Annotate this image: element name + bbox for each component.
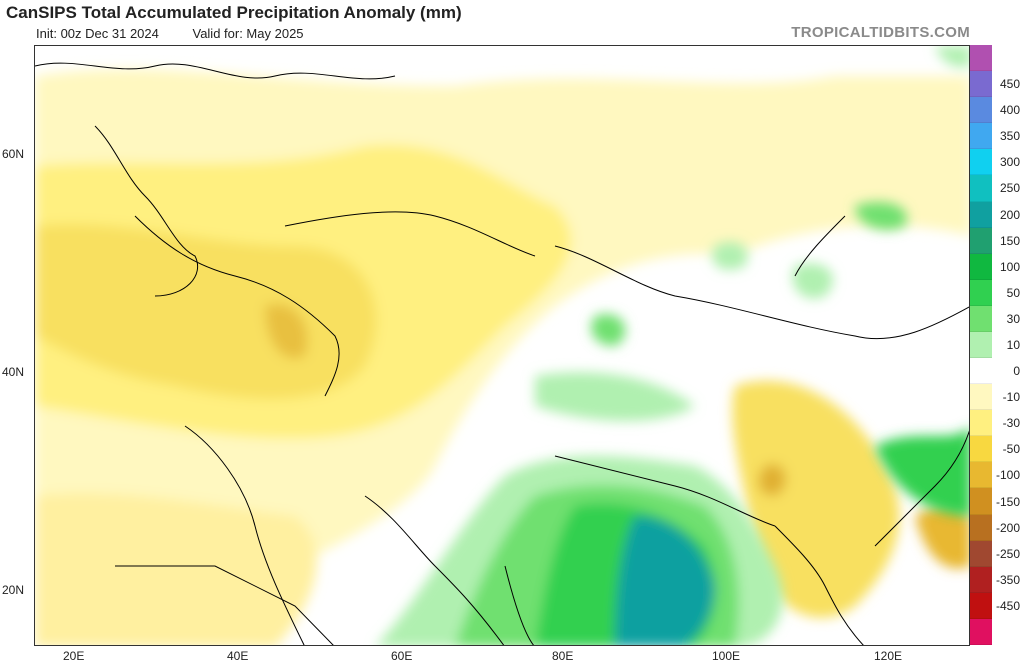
colorbar-swatch — [970, 123, 992, 150]
colorbar-swatch — [970, 175, 992, 202]
lat-label-40n: 40N — [2, 365, 25, 379]
colorbar-swatch — [970, 618, 992, 645]
colorbar-label: 10 — [1006, 338, 1020, 352]
map-subtitle: Init: 00z Dec 31 2024 Valid for: May 202… — [36, 26, 304, 41]
colorbar-swatch — [970, 71, 992, 98]
colorbar-swatch — [970, 253, 992, 280]
colorbar-label: -250 — [995, 546, 1020, 561]
colorbar-label: 30 — [1006, 311, 1020, 326]
colorbar-swatch — [970, 279, 992, 306]
colorbar-swatch — [970, 45, 992, 72]
colorbar-swatch — [970, 149, 992, 176]
colorbar-swatch — [970, 436, 992, 463]
lat-label-60n: 60N — [2, 147, 25, 161]
colorbar-swatch — [970, 566, 992, 593]
lon-label-40e: 40E — [227, 649, 249, 663]
colorbar-label: 450 — [999, 77, 1020, 92]
init-time: Init: 00z Dec 31 2024 — [36, 26, 159, 41]
valid-time: Valid for: May 2025 — [192, 26, 304, 41]
map-canvas — [35, 46, 969, 645]
colorbar-swatch — [970, 97, 992, 124]
colorbar-swatch — [970, 358, 992, 385]
colorbar-label: 0 — [1013, 364, 1020, 379]
colorbar-swatch — [970, 227, 992, 254]
colorbar-label: 400 — [999, 103, 1020, 118]
lon-label-20e: 20E — [63, 649, 85, 663]
colorbar-label: -30 — [1002, 416, 1020, 431]
colorbar-label: 300 — [999, 155, 1020, 170]
colorbar-swatch — [970, 540, 992, 567]
colorbar-label: 150 — [999, 233, 1020, 248]
colorbar-label: -150 — [995, 494, 1020, 509]
lon-label-60e: 60E — [391, 649, 413, 663]
colorbar-label: 50 — [1006, 285, 1020, 300]
map-title: CanSIPS Total Accumulated Precipitation … — [6, 3, 462, 22]
colorbar-swatch — [970, 305, 992, 332]
colorbar-label: -10 — [1002, 390, 1020, 405]
colorbar-label: -100 — [995, 468, 1020, 483]
colorbar-label: -450 — [995, 598, 1020, 613]
colorbar-label: 100 — [999, 259, 1020, 274]
colorbar-swatch — [970, 514, 992, 541]
colorbar-swatch — [970, 201, 992, 228]
lat-label-20n: 20N — [2, 583, 25, 597]
colorbar-swatch — [970, 462, 992, 489]
colorbar-label: -50 — [1002, 442, 1020, 457]
colorbar-label: -200 — [995, 520, 1020, 535]
colorbar-label: 350 — [999, 129, 1020, 144]
precipitation-anomaly-map — [34, 45, 970, 646]
colorbar-label: 200 — [999, 207, 1020, 222]
brand-watermark: TROPICALTIDBITS.COM — [791, 24, 970, 41]
colorbar-label: 250 — [999, 181, 1020, 196]
colorbar-swatch — [970, 331, 992, 359]
colorbar-swatch — [970, 592, 992, 619]
colorbar-swatch — [970, 410, 992, 437]
colorbar-swatch — [970, 384, 992, 411]
colorbar-label: -350 — [995, 572, 1020, 587]
lon-label-80e: 80E — [552, 649, 574, 663]
wet-anomaly-field — [376, 46, 969, 645]
lon-label-100e: 100E — [712, 649, 741, 663]
coastlines — [35, 62, 969, 645]
colorbar-swatch — [970, 488, 992, 515]
dry-anomaly-field — [35, 69, 969, 645]
lon-label-120e: 120E — [874, 649, 903, 663]
